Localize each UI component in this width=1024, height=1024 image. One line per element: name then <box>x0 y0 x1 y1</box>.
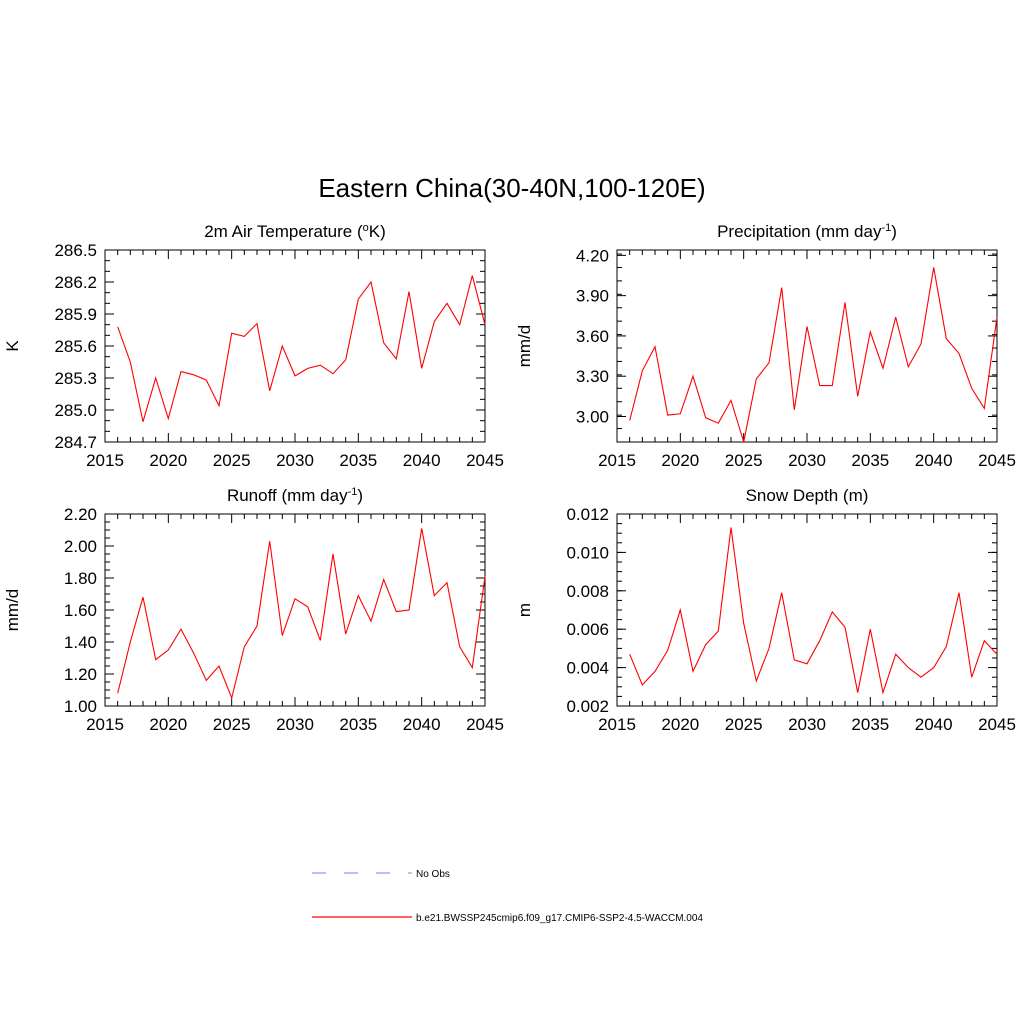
x-tick-label: 2020 <box>149 715 187 734</box>
panel-title-superscript: -1 <box>348 486 358 498</box>
panel-title-tail: ) <box>357 486 363 505</box>
panel-title-tail: K) <box>369 222 386 241</box>
x-tick-label: 2025 <box>725 451 763 470</box>
y-tick-label: 285.6 <box>54 337 97 356</box>
y-tick-label: 3.60 <box>576 327 609 346</box>
series-line <box>629 267 998 443</box>
y-tick-label: 2.00 <box>64 537 97 556</box>
x-tick-label: 2040 <box>915 715 953 734</box>
y-tick-label: 286.5 <box>54 241 97 260</box>
series-line <box>629 527 998 695</box>
y-tick-label: 0.006 <box>566 620 609 639</box>
y-tick-label: 1.00 <box>64 697 97 716</box>
x-tick-label: 2015 <box>86 451 124 470</box>
series-line <box>117 528 486 700</box>
y-tick-label: 1.40 <box>64 633 97 652</box>
y-tick-label: 285.3 <box>54 369 97 388</box>
y-tick-label: 1.60 <box>64 601 97 620</box>
x-tick-label: 2045 <box>466 715 504 734</box>
x-tick-label: 2035 <box>339 715 377 734</box>
plot-frame <box>104 513 486 707</box>
x-tick-label: 2035 <box>851 715 889 734</box>
y-tick-label: 1.20 <box>64 665 97 684</box>
x-tick-label: 2025 <box>213 451 251 470</box>
chart-air-temperature: 2015 2020 2025 2030 2035 2040 2045 284.7 285.0 28… <box>3 222 504 470</box>
x-tick-label: 2045 <box>978 715 1016 734</box>
y-axis-label: mm/d <box>3 589 22 632</box>
y-tick-label: 285.9 <box>54 305 97 324</box>
x-tick-label: 2030 <box>276 451 314 470</box>
x-tick-label: 2015 <box>86 715 124 734</box>
chart-runoff: 2015 2020 2025 2030 2035 2040 2045 1.00 1.20 1.40… <box>3 486 504 734</box>
y-tick-label: 0.008 <box>566 582 609 601</box>
x-tick-label: 2040 <box>915 451 953 470</box>
y-tick-label: 3.30 <box>576 367 609 386</box>
panel-title-main: Precipitation (mm day <box>717 222 882 241</box>
panel-title: 2m Air Temperature (oK) <box>204 222 386 241</box>
x-tick-label: 2025 <box>725 715 763 734</box>
x-tick-label: 2035 <box>851 451 889 470</box>
x-tick-label: 2020 <box>149 451 187 470</box>
y-tick-label: 4.20 <box>576 246 609 265</box>
y-tick-label: 286.2 <box>54 273 97 292</box>
y-tick-label: 3.90 <box>576 287 609 306</box>
panel-title-superscript: o <box>363 222 369 234</box>
x-tick-label: 2045 <box>466 451 504 470</box>
legend: No Obs b.e21.BWSSP245cmip6.f09_g17.CMIP6… <box>312 869 703 924</box>
y-tick-label: 0.004 <box>566 659 609 678</box>
x-tick-label: 2015 <box>598 715 636 734</box>
y-tick-label: 3.00 <box>576 407 609 426</box>
y-tick-label: 1.80 <box>64 569 97 588</box>
chart-snow-depth: 2015 2020 2025 2030 2035 2040 2045 0.002 0.004 0.… <box>515 486 1016 734</box>
panel-title: Runoff (mm day-1) <box>227 486 363 505</box>
x-tick-label: 2025 <box>213 715 251 734</box>
x-tick-label: 2020 <box>661 451 699 470</box>
panel-title-main: Runoff (mm day <box>227 486 348 505</box>
panel-title: Precipitation (mm day-1) <box>717 222 897 241</box>
y-tick-label: 0.002 <box>566 697 609 716</box>
panel-title-tail: ) <box>891 222 897 241</box>
x-tick-label: 2030 <box>788 451 826 470</box>
plot-frame <box>616 249 998 443</box>
y-tick-label: 0.010 <box>566 543 609 562</box>
x-tick-label: 2040 <box>403 715 441 734</box>
y-axis-label: m <box>515 603 534 617</box>
plot-frame <box>616 513 998 707</box>
figure-title: Eastern China(30-40N,100-120E) <box>318 173 705 203</box>
x-tick-label: 2045 <box>978 451 1016 470</box>
y-tick-label: 0.012 <box>566 505 609 524</box>
y-tick-label: 284.7 <box>54 433 97 452</box>
y-axis-label: K <box>3 340 22 352</box>
y-tick-label: 2.20 <box>64 505 97 524</box>
legend-obs-label: No Obs <box>416 869 450 880</box>
y-tick-label: 285.0 <box>54 401 97 420</box>
series-line <box>117 275 486 422</box>
panel-title-main: Snow Depth (m) <box>746 486 869 505</box>
legend-model-label: b.e21.BWSSP245cmip6.f09_g17.CMIP6-SSP2-4… <box>416 913 703 924</box>
x-tick-label: 2035 <box>339 451 377 470</box>
panel-title-superscript: -1 <box>881 222 891 234</box>
chart-precipitation: 2015 2020 2025 2030 2035 2040 2045 3.00 3.30 3.60… <box>515 222 1016 470</box>
x-tick-label: 2030 <box>276 715 314 734</box>
x-tick-label: 2040 <box>403 451 441 470</box>
y-axis-label: mm/d <box>515 325 534 368</box>
panel-title: Snow Depth (m) <box>746 486 869 505</box>
panel-title-main: 2m Air Temperature ( <box>204 222 363 241</box>
x-tick-label: 2030 <box>788 715 826 734</box>
x-tick-label: 2015 <box>598 451 636 470</box>
x-tick-label: 2020 <box>661 715 699 734</box>
panels: 2015 2020 2025 2030 2035 2040 2045 284.7 285.0 28… <box>3 222 1016 734</box>
